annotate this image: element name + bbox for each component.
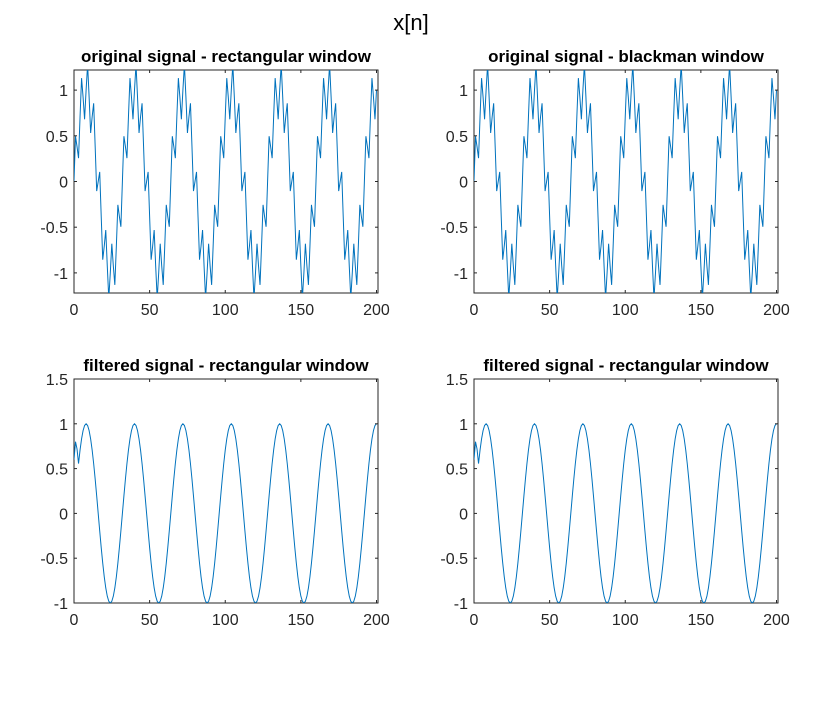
x-tick-label: 0	[470, 302, 479, 319]
y-tick-label: -1	[454, 266, 468, 283]
x-tick-label: 100	[612, 612, 639, 629]
subplot-4: 0 50 100 150 200 -1 -0.5 0 0.5 1 1.5 filtered signa…	[440, 356, 790, 629]
series-line-1	[74, 423, 377, 603]
subplot-3: 0 50 100 150 200 -1 -0.5 0 0.5 1 1.5 filtered signa…	[40, 356, 390, 629]
subplot-title: original signal - blackman window	[488, 47, 765, 66]
x-tick-label: 50	[541, 612, 559, 629]
x-tick-label: 50	[541, 302, 559, 319]
subplot-2: 0 50 100 150 200 -1 -0.5 0 0.5 1 original signal -…	[440, 47, 790, 319]
subplot-title: original signal - rectangular window	[81, 47, 372, 66]
y-tick-label: 0.5	[46, 129, 68, 146]
series-line-1	[474, 423, 777, 603]
y-tick-label: 0	[59, 175, 68, 192]
y-tick-label: 1	[459, 417, 468, 434]
y-tick-label: 1.5	[46, 372, 68, 389]
y-tick-label: -0.5	[40, 220, 68, 237]
x-tick-label: 150	[688, 612, 715, 629]
x-tick-label: 200	[763, 302, 790, 319]
y-tick-label: -0.5	[440, 551, 468, 568]
subplot-1: 0 50 100 150 200 -1 -0.5 0 0.5 1 original signal -…	[40, 47, 390, 319]
x-tick-label: 0	[70, 612, 79, 629]
y-tick-label: -0.5	[440, 220, 468, 237]
y-tick-label: 0	[459, 175, 468, 192]
y-tick-label: 1.5	[446, 372, 468, 389]
x-tick-label: 150	[288, 612, 315, 629]
series-line-1	[474, 70, 777, 293]
x-tick-label: 0	[470, 612, 479, 629]
x-tick-label: 200	[363, 612, 390, 629]
x-tick-label: 150	[688, 302, 715, 319]
subplot-title: filtered signal - rectangular window	[83, 356, 369, 375]
y-tick-label: 0.5	[446, 462, 468, 479]
y-tick-label: 0.5	[46, 462, 68, 479]
y-tick-label: -1	[454, 596, 468, 613]
x-tick-label: 0	[70, 302, 79, 319]
axes-box	[473, 378, 779, 604]
figure-title: x[n]	[393, 10, 428, 35]
y-tick-label: -1	[54, 596, 68, 613]
y-tick-label: 0	[459, 506, 468, 523]
y-tick-label: 1	[59, 83, 68, 100]
x-tick-label: 150	[288, 302, 315, 319]
x-tick-label: 50	[141, 612, 159, 629]
y-tick-label: -1	[54, 266, 68, 283]
x-tick-label: 200	[763, 612, 790, 629]
y-tick-label: 0.5	[446, 129, 468, 146]
y-tick-label: 1	[59, 417, 68, 434]
series-line-1	[74, 70, 377, 293]
subplot-title: filtered signal - rectangular window	[483, 356, 769, 375]
y-tick-label: -0.5	[40, 551, 68, 568]
axes-box	[73, 378, 379, 604]
x-tick-label: 100	[212, 302, 239, 319]
x-tick-label: 100	[612, 302, 639, 319]
y-tick-label: 0	[59, 506, 68, 523]
x-tick-label: 200	[363, 302, 390, 319]
x-tick-label: 100	[212, 612, 239, 629]
x-tick-label: 50	[141, 302, 159, 319]
y-tick-label: 1	[459, 83, 468, 100]
